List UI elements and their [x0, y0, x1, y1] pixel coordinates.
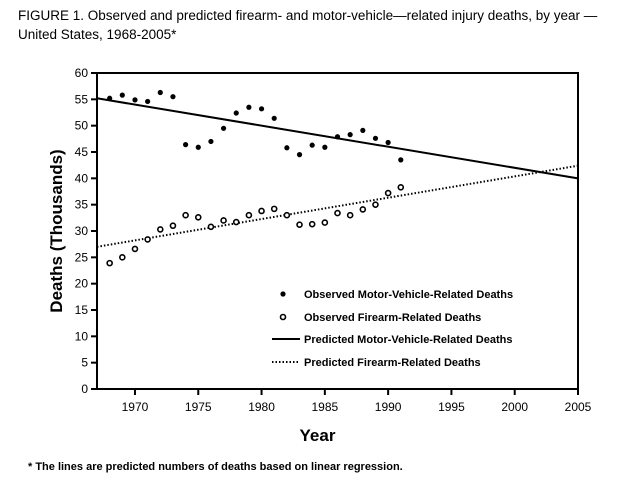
motor-vehicle-point [271, 115, 277, 121]
x-tick-label: 1990 [375, 400, 402, 414]
chart-title: FIGURE 1. Observed and predicted firearm… [18, 8, 598, 42]
legend-marker-motor-vehicle [280, 291, 286, 297]
legend-label: Predicted Firearm-Related Deaths [304, 357, 481, 369]
motor-vehicle-point [220, 125, 227, 131]
y-tick-label: 5 [81, 356, 88, 370]
motor-vehicle-point [385, 139, 391, 146]
x-tick-label: 2005 [565, 400, 592, 414]
x-tick-label: 1970 [122, 400, 149, 414]
firearm-point [156, 226, 164, 233]
motor-vehicle-point [132, 97, 138, 103]
firearm-point [372, 201, 379, 208]
x-tick-label: 1975 [185, 400, 212, 414]
firearm-point [232, 218, 240, 226]
firearm-point [308, 220, 316, 228]
motor-vehicle-point [372, 135, 379, 141]
firearm-point [194, 214, 202, 221]
firearm-point [296, 221, 303, 228]
firearm-point [283, 211, 291, 219]
firearm-point [106, 259, 113, 267]
motor-vehicle-point [233, 110, 239, 116]
x-tick-label: 1980 [248, 400, 275, 414]
motor-vehicle-point [347, 132, 353, 138]
legend-label: Observed Firearm-Related Deaths [304, 312, 481, 324]
firearm-point [397, 183, 405, 191]
firearm-point [346, 211, 354, 219]
y-tick-label: 45 [75, 145, 89, 159]
motor-vehicle-point [157, 89, 163, 96]
y-axis-label: Deaths (Thousands) [47, 149, 66, 312]
y-tick-label: 10 [75, 329, 89, 343]
motor-vehicle-point [398, 157, 404, 163]
firearm-point [359, 206, 367, 213]
y-tick-label: 60 [75, 66, 89, 80]
x-tick-label: 2000 [501, 400, 528, 414]
firearm-point [384, 189, 392, 197]
y-tick-label: 50 [75, 119, 89, 133]
motor-vehicle-point [208, 138, 214, 145]
motor-vehicle-point [145, 98, 151, 105]
firearm-point [182, 211, 189, 219]
x-axis-label: Year [300, 426, 336, 445]
y-tick-label: 15 [75, 303, 89, 317]
motor-vehicle-point [195, 144, 201, 150]
firearm-point [144, 236, 151, 243]
firearm-point [245, 211, 253, 219]
footnote: * The lines are predicted numbers of dea… [28, 461, 403, 473]
y-tick-label: 30 [75, 224, 89, 238]
firearm-point [131, 245, 139, 253]
y-tick-label: 40 [75, 171, 89, 185]
firearm-point [119, 254, 126, 261]
motor-vehicle-point [258, 106, 265, 112]
y-tick-label: 55 [75, 92, 89, 106]
legend-label: Predicted Motor-Vehicle-Related Deaths [304, 334, 512, 346]
motor-vehicle-point [246, 104, 252, 110]
legend-label: Observed Motor-Vehicle-Related Deaths [304, 289, 513, 301]
motor-vehicle-point [309, 142, 315, 148]
y-tick-label: 20 [75, 277, 89, 291]
y-tick-label: 0 [81, 382, 88, 396]
motor-vehicle-point [284, 145, 290, 151]
motor-vehicle-point [183, 142, 189, 148]
motor-vehicle-point [107, 95, 113, 101]
firearm-point [207, 223, 215, 231]
x-tick-label: 1995 [438, 400, 465, 414]
motor-vehicle-point [322, 144, 328, 150]
motor-vehicle-point [296, 152, 303, 158]
firearm-point [220, 217, 227, 224]
motor-vehicle-point [119, 92, 125, 98]
firearm-point [321, 219, 329, 226]
firearm-point [270, 205, 278, 213]
motor-vehicle-point [334, 134, 341, 140]
motor-vehicle-point [360, 127, 366, 134]
motor-vehicle-point [170, 94, 176, 100]
y-tick-label: 35 [75, 198, 89, 212]
x-tick-label: 1985 [311, 400, 338, 414]
firearm-point [334, 209, 341, 217]
legend-marker-firearm [279, 313, 287, 321]
predicted-firearm-line [96, 164, 579, 248]
firearm-point [258, 207, 265, 215]
firearm-point [169, 222, 177, 230]
y-tick-label: 25 [75, 250, 89, 264]
